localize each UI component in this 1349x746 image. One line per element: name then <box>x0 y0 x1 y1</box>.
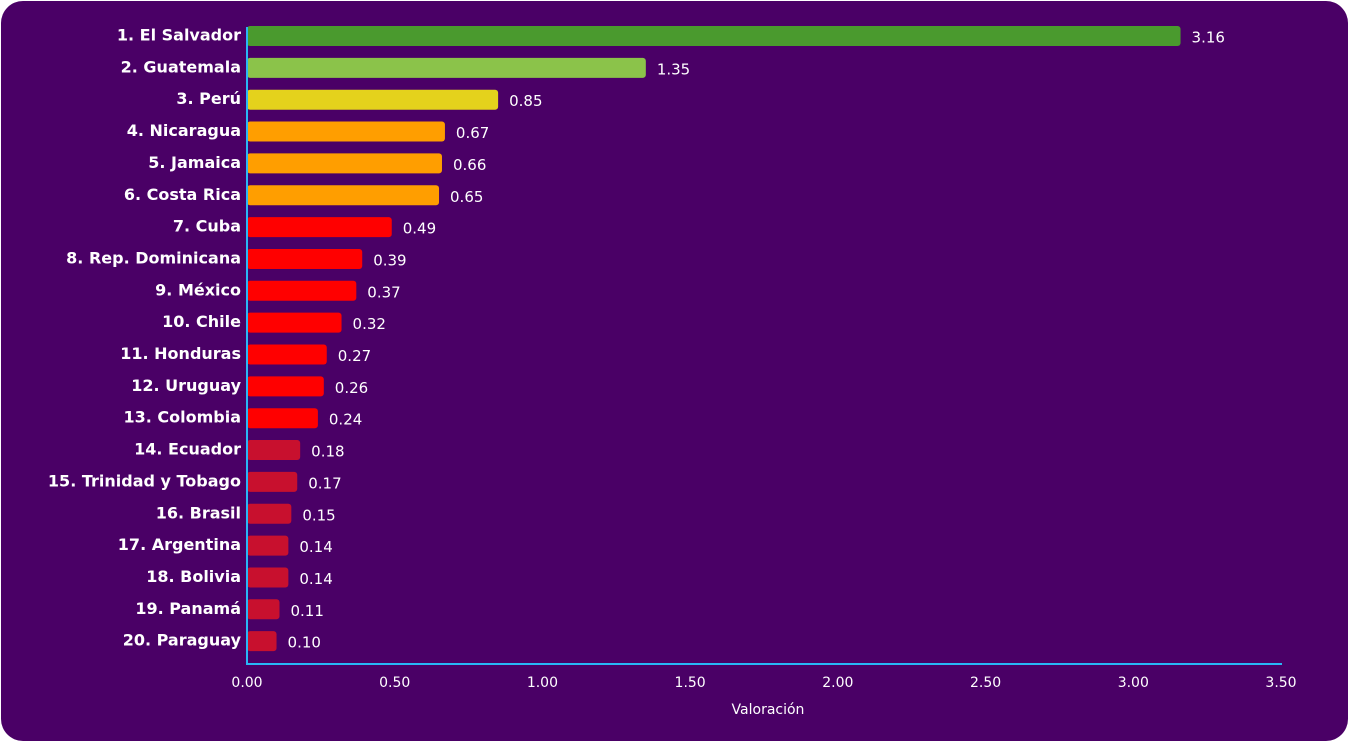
y-tick-label: 15. Trinidad y Tobago <box>48 471 241 490</box>
bar <box>247 376 324 397</box>
x-tick-label: 1.00 <box>527 675 558 691</box>
value-label: 0.24 <box>329 411 362 429</box>
value-label: 0.49 <box>403 220 436 238</box>
value-label: 0.15 <box>302 506 335 524</box>
value-label: 0.14 <box>299 570 332 588</box>
bar <box>247 471 298 492</box>
bar <box>247 567 289 588</box>
y-tick-label: 17. Argentina <box>118 535 241 554</box>
value-label: 0.65 <box>450 188 483 206</box>
x-tick-label: 1.50 <box>675 675 706 691</box>
value-label: 0.67 <box>456 124 489 142</box>
y-tick-label: 5. Jamaica <box>148 153 241 172</box>
value-label: 0.17 <box>308 474 341 492</box>
value-label: 0.14 <box>299 538 332 556</box>
bar <box>247 408 318 429</box>
x-tick-label: 3.00 <box>1118 675 1149 691</box>
y-tick-label: 2. Guatemala <box>121 57 241 76</box>
x-tick-label: 2.50 <box>970 675 1001 691</box>
value-label: 0.18 <box>311 443 344 461</box>
bar <box>247 121 445 142</box>
bar <box>247 57 646 78</box>
value-label: 0.26 <box>335 379 368 397</box>
value-label: 3.16 <box>1192 29 1225 47</box>
y-tick-label: 20. Paraguay <box>123 631 242 650</box>
y-tick-label: 3. Perú <box>176 89 241 108</box>
bar <box>247 185 440 206</box>
bar <box>247 631 277 652</box>
x-axis-label: Valoración <box>732 702 805 718</box>
x-tick-label: 2.00 <box>822 675 853 691</box>
bar <box>247 344 327 365</box>
value-label: 0.11 <box>290 602 323 620</box>
value-label: 0.27 <box>338 347 371 365</box>
bar <box>247 26 1181 46</box>
value-label: 0.37 <box>367 283 400 301</box>
bar <box>247 503 292 524</box>
y-tick-label: 19. Panamá <box>135 599 241 618</box>
y-tick-label: 10. Chile <box>162 312 241 331</box>
y-tick-label: 7. Cuba <box>173 217 241 236</box>
value-label: 0.66 <box>453 156 486 174</box>
value-label: 0.10 <box>288 634 321 652</box>
x-tick-label: 0.00 <box>231 675 262 691</box>
bar <box>247 153 442 174</box>
bar <box>247 280 357 301</box>
bar <box>247 89 499 110</box>
y-tick-label: 9. México <box>155 280 241 299</box>
bar <box>247 248 363 269</box>
value-label: 0.32 <box>353 315 386 333</box>
y-tick-label: 1. El Salvador <box>117 26 241 45</box>
y-tick-label: 13. Colombia <box>123 408 241 427</box>
y-tick-label: 11. Honduras <box>120 344 241 363</box>
value-label: 1.35 <box>657 60 690 78</box>
bar <box>247 217 392 238</box>
x-tick-label: 0.50 <box>379 675 410 691</box>
y-tick-label: 4. Nicaragua <box>127 121 241 140</box>
x-tick-label: 3.50 <box>1265 675 1296 691</box>
y-tick-label: 8. Rep. Dominicana <box>66 248 241 267</box>
bar <box>247 535 289 556</box>
y-tick-label: 6. Costa Rica <box>124 185 241 204</box>
bar <box>247 599 280 620</box>
value-label: 0.39 <box>373 251 406 269</box>
y-tick-label: 14. Ecuador <box>134 440 241 459</box>
y-tick-label: 16. Brasil <box>156 503 241 522</box>
bar <box>247 440 301 461</box>
y-tick-label: 12. Uruguay <box>131 376 241 395</box>
bar <box>247 312 342 333</box>
value-label: 0.85 <box>509 92 542 110</box>
y-tick-label: 18. Bolivia <box>146 567 241 586</box>
